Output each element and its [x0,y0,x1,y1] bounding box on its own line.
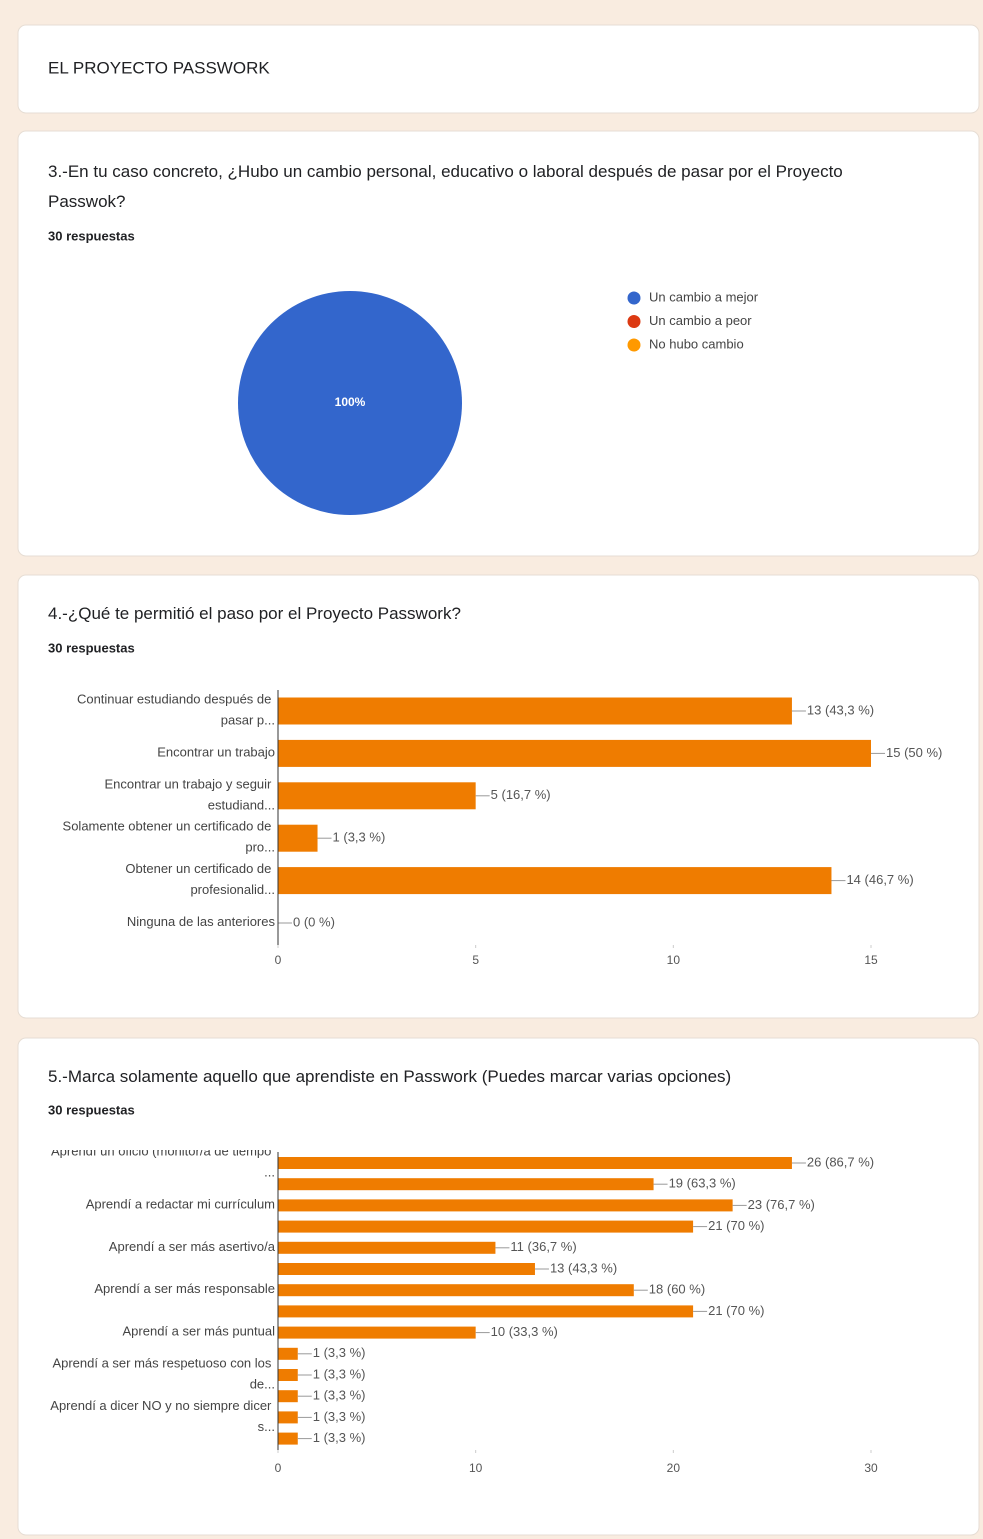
x-tick-label: 10 [469,1461,483,1475]
value-label: 23 (76,7 %) [748,1197,815,1212]
legend-label: Un cambio a mejor [649,289,759,304]
category-label: Aprendí a ser más puntual [123,1324,276,1339]
value-label: 21 (70 %) [708,1303,764,1318]
value-label: 18 (60 %) [649,1282,705,1297]
value-label: 1 (3,3 %) [333,830,386,845]
category-label: Aprendí a ser más responsable [94,1282,275,1297]
bar [278,1284,634,1297]
bar [278,739,871,767]
x-tick-label: 0 [275,953,282,967]
bar [278,1369,298,1381]
value-label: 1 (3,3 %) [313,1366,366,1381]
x-tick-label: 5 [472,953,479,967]
bar [278,1347,298,1360]
category-labels: Aprendí un oficio (monitor/a de tiempo .… [50,1144,276,1434]
value-label: 14 (46,7 %) [846,872,913,887]
legend-label: No hubo cambio [649,336,744,351]
slice-label: 100% [335,395,366,409]
value-label: 19 (63,3 %) [669,1176,736,1191]
response-count: 30 respuestas [48,1102,135,1117]
bar [278,867,832,895]
x-tick-label: 15 [864,953,878,967]
bar [278,1305,694,1318]
response-count: 30 respuestas [48,228,135,243]
category-label: Continuar estudiando después de pasar p.… [77,692,275,728]
bar [278,782,476,810]
value-label: 26 (86,7 %) [807,1154,874,1169]
question-title: 3.-En tu caso concreto, ¿Hubo un cambio … [48,162,847,211]
legend-swatch [627,315,641,328]
category-label: Obtener un certificado de profesionalid.… [125,862,275,898]
category-label: Aprendí a redactar mi currículum [86,1197,275,1212]
value-label: 1 (3,3 %) [313,1430,366,1445]
bar [278,1241,496,1254]
question-card [17,574,980,1019]
bar [278,1432,298,1445]
legend-swatch [627,338,641,352]
value-label: 13 (43,3 %) [807,702,874,717]
question-title: 4.-¿Qué te permitió el paso por el Proye… [48,604,461,623]
category-label: Aprendí a ser más asertivo/a [109,1239,276,1254]
category-labels: Continuar estudiando después de pasar p.… [63,692,276,930]
bar [278,1411,298,1424]
question-title: 5.-Marca solamente aquello que aprendist… [48,1067,731,1086]
x-tick-label: 20 [667,1461,681,1475]
category-label: Aprendí un oficio (monitor/a de tiempo .… [51,1144,275,1180]
value-label: 1 (3,3 %) [313,1409,366,1424]
category-label: Encontrar un trabajo [157,745,275,760]
value-label: 13 (43,3 %) [550,1260,617,1275]
x-tick-label: 0 [275,1461,282,1475]
category-label: Encontrar un trabajo y seguir estudiand.… [104,777,275,813]
legend-label: Un cambio a peor [649,313,752,328]
value-label: 10 (33,3 %) [491,1324,558,1339]
question-card [17,130,980,557]
category-label: Ninguna de las anteriores [127,914,276,929]
category-label: Aprendí a dicer NO y no siempre dicer s.… [50,1398,275,1434]
response-count: 30 respuestas [48,640,135,655]
form-title: EL PROYECTO PASSWORK [48,58,270,77]
bar [278,697,792,725]
value-label: 15 (50 %) [886,745,942,760]
value-label: 1 (3,3 %) [313,1388,366,1403]
x-tick-label: 30 [864,1461,878,1475]
bar [278,824,318,852]
pie-slice [238,291,462,515]
legend-swatch [627,291,641,305]
value-label: 0 (0 %) [293,914,335,929]
value-label: 1 (3,3 %) [313,1345,366,1360]
category-label: Aprendí a ser más respetuoso con los de.… [52,1356,275,1392]
bar [278,1326,476,1339]
header-card [17,24,980,114]
value-label: 5 (16,7 %) [491,787,551,802]
x-tick-label: 10 [667,953,681,967]
bar [278,1390,298,1403]
bar [278,1199,733,1212]
bar [278,1157,792,1169]
bar [278,1220,694,1233]
bar [278,1263,535,1275]
value-label: 21 (70 %) [708,1218,764,1233]
bar [278,1178,654,1191]
category-label: Solamente obtener un certificado de pro.… [63,819,275,855]
value-label: 11 (36,7 %) [510,1239,576,1254]
